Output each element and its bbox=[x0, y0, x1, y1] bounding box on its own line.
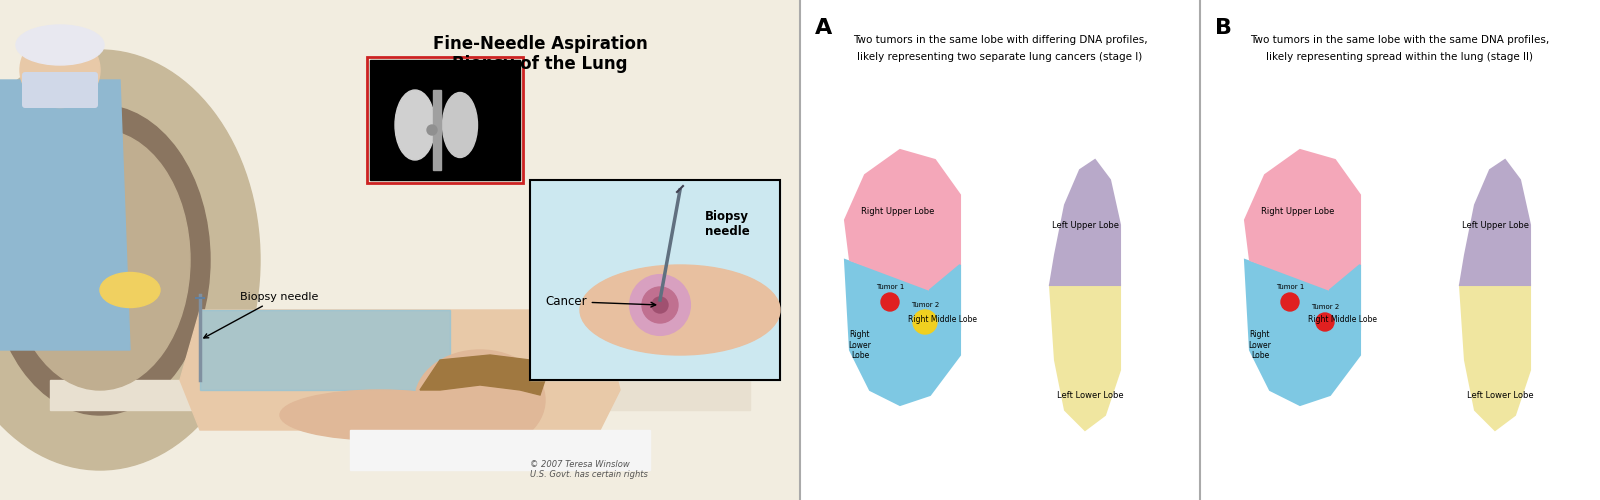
Text: A: A bbox=[814, 18, 832, 38]
Text: Two tumors in the same lobe with differing DNA profiles,: Two tumors in the same lobe with differi… bbox=[853, 35, 1147, 45]
Bar bbox=[366, 57, 523, 183]
Text: Left Lower Lobe: Left Lower Lobe bbox=[1467, 390, 1533, 400]
Ellipse shape bbox=[443, 92, 477, 158]
Circle shape bbox=[1282, 293, 1299, 311]
Ellipse shape bbox=[414, 350, 546, 450]
Polygon shape bbox=[845, 260, 960, 405]
Text: B: B bbox=[1214, 18, 1232, 38]
Bar bbox=[350, 430, 650, 470]
Text: Tumor 2: Tumor 2 bbox=[1310, 304, 1339, 310]
Polygon shape bbox=[1459, 285, 1530, 430]
Text: Right Middle Lobe: Right Middle Lobe bbox=[907, 316, 976, 324]
Circle shape bbox=[427, 125, 437, 135]
Text: Tumor 1: Tumor 1 bbox=[875, 284, 904, 290]
Text: © 2007 Teresa Winslow
U.S. Govt. has certain rights: © 2007 Teresa Winslow U.S. Govt. has cer… bbox=[530, 460, 648, 479]
Polygon shape bbox=[1050, 285, 1120, 430]
Text: Right Upper Lobe: Right Upper Lobe bbox=[861, 208, 934, 216]
Text: Left Lower Lobe: Left Lower Lobe bbox=[1056, 390, 1123, 400]
Ellipse shape bbox=[579, 265, 781, 355]
Polygon shape bbox=[1245, 150, 1360, 290]
Text: Two tumors in the same lobe with the same DNA profiles,: Two tumors in the same lobe with the sam… bbox=[1250, 35, 1550, 45]
FancyBboxPatch shape bbox=[22, 72, 98, 108]
Text: likely representing two separate lung cancers (stage I): likely representing two separate lung ca… bbox=[858, 52, 1142, 62]
Text: Biopsy
needle: Biopsy needle bbox=[706, 210, 750, 238]
Text: Cancer: Cancer bbox=[546, 295, 656, 308]
Polygon shape bbox=[1245, 260, 1360, 405]
Text: Biopsy of the Lung: Biopsy of the Lung bbox=[453, 55, 627, 73]
Bar bbox=[530, 180, 781, 380]
Text: Right
Lower
Lobe: Right Lower Lobe bbox=[848, 330, 872, 360]
Polygon shape bbox=[1459, 160, 1530, 285]
Ellipse shape bbox=[0, 105, 210, 415]
Circle shape bbox=[1315, 313, 1334, 331]
Text: Biopsy needle: Biopsy needle bbox=[203, 292, 318, 338]
Ellipse shape bbox=[280, 390, 480, 440]
Bar bbox=[50, 380, 750, 410]
Text: Left Upper Lobe: Left Upper Lobe bbox=[1051, 220, 1118, 230]
Circle shape bbox=[653, 297, 669, 313]
Polygon shape bbox=[1050, 160, 1120, 285]
Ellipse shape bbox=[19, 32, 99, 108]
Text: Right
Lower
Lobe: Right Lower Lobe bbox=[1248, 330, 1272, 360]
Bar bbox=[800, 0, 1600, 500]
Circle shape bbox=[882, 293, 899, 311]
Polygon shape bbox=[845, 150, 960, 290]
Ellipse shape bbox=[99, 272, 160, 308]
Polygon shape bbox=[179, 310, 621, 430]
Circle shape bbox=[914, 310, 938, 334]
Text: Right Upper Lobe: Right Upper Lobe bbox=[1261, 208, 1334, 216]
Text: Tumor 2: Tumor 2 bbox=[910, 302, 939, 308]
Polygon shape bbox=[200, 310, 450, 390]
Text: Right Middle Lobe: Right Middle Lobe bbox=[1307, 316, 1376, 324]
Polygon shape bbox=[0, 80, 130, 350]
Bar bbox=[434, 90, 442, 170]
Polygon shape bbox=[419, 355, 546, 395]
Bar bbox=[0, 0, 800, 500]
Text: Left Upper Lobe: Left Upper Lobe bbox=[1461, 220, 1528, 230]
Circle shape bbox=[630, 275, 690, 335]
Polygon shape bbox=[1325, 265, 1360, 345]
Polygon shape bbox=[925, 265, 960, 345]
Circle shape bbox=[642, 287, 678, 323]
Text: likely representing spread within the lung (stage II): likely representing spread within the lu… bbox=[1267, 52, 1533, 62]
Bar bbox=[370, 60, 520, 180]
Bar bbox=[530, 180, 781, 380]
Text: Tumor 1: Tumor 1 bbox=[1275, 284, 1304, 290]
Ellipse shape bbox=[395, 90, 435, 160]
Ellipse shape bbox=[0, 50, 259, 470]
Ellipse shape bbox=[10, 130, 190, 390]
Text: Fine-Needle Aspiration: Fine-Needle Aspiration bbox=[432, 35, 648, 53]
Ellipse shape bbox=[16, 25, 104, 65]
